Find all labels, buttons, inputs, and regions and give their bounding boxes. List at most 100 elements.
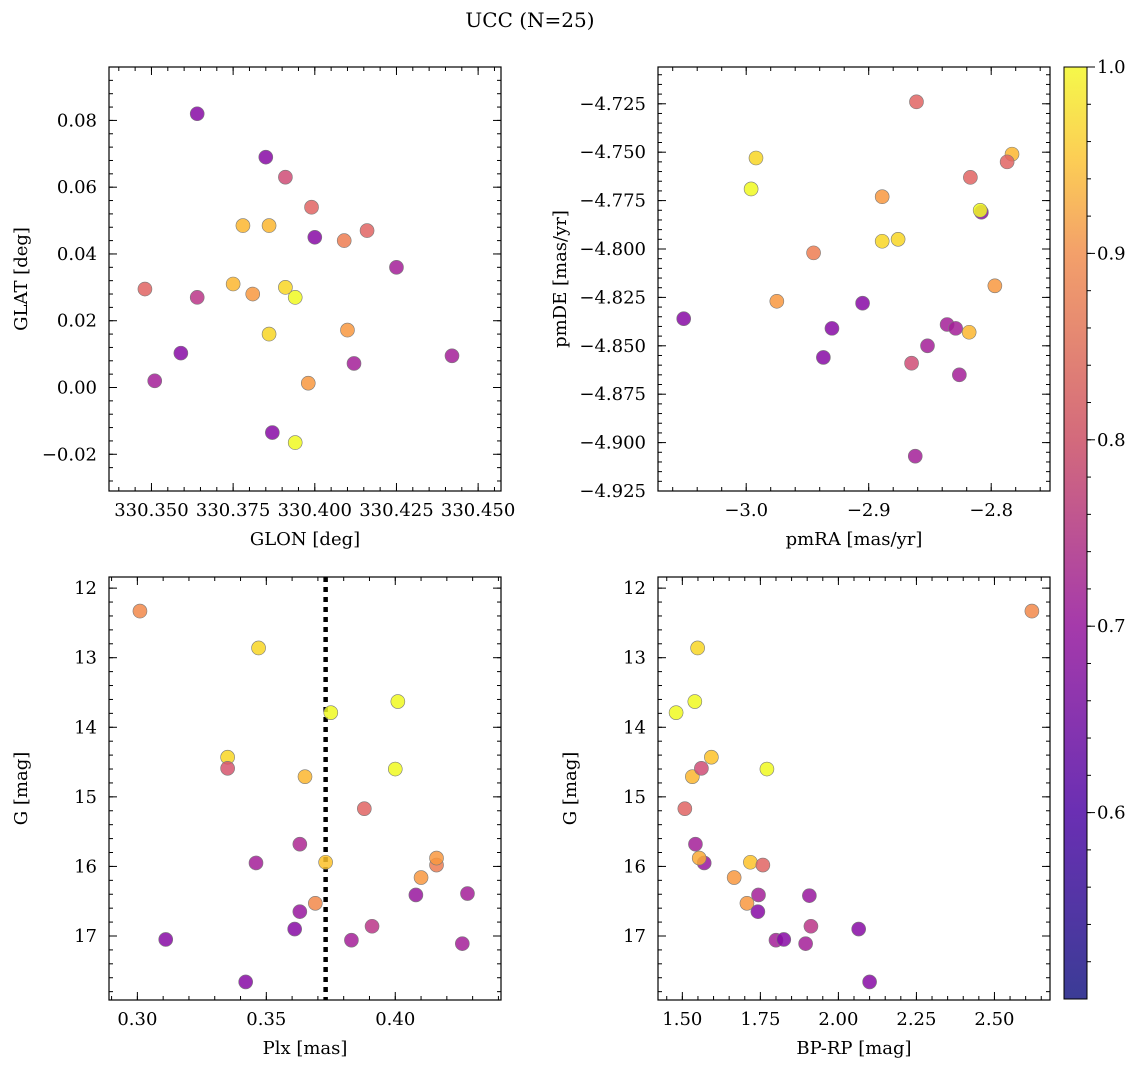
scatter-point (694, 761, 709, 776)
scatter-point (413, 870, 429, 885)
scatter-point (390, 694, 406, 709)
colorbar: 0.6 0.7 0.8 0.9 1.0 (1063, 57, 1126, 1000)
scatter-point (248, 855, 264, 871)
y-tick-label: −4.850 (579, 336, 646, 357)
scatter-point (189, 290, 205, 305)
scatter-point (759, 761, 775, 777)
y-axis-label: G [mag] (560, 752, 581, 825)
scatter-point (323, 705, 339, 720)
x-tick-label: 2.25 (896, 1009, 936, 1030)
scatter-point (225, 276, 241, 292)
scatter-point (300, 375, 316, 391)
scatter-point (1024, 603, 1040, 619)
scatter-point (874, 189, 890, 205)
y-tick-label: 17 (74, 926, 97, 947)
scatter-point (862, 974, 877, 990)
y-tick-label: −4.875 (579, 384, 646, 405)
scatter-point (816, 350, 831, 365)
x-tick-label: 0.35 (246, 1009, 286, 1030)
scatter-point (251, 640, 266, 656)
scatter-point (806, 245, 821, 261)
y-tick-label: 12 (623, 578, 646, 599)
scatter-point (189, 106, 205, 122)
scatter-point (743, 854, 758, 870)
y-tick-label: 12 (74, 578, 97, 599)
y-tick-label: 16 (74, 856, 97, 877)
scatter-point (344, 932, 359, 948)
scatter-point (265, 425, 280, 440)
scatter-point (364, 918, 380, 934)
scatter-point (750, 904, 766, 919)
scatter-point (676, 311, 692, 326)
scatter-point (297, 769, 313, 784)
scatter-point (688, 836, 703, 852)
scatter-point (147, 373, 163, 389)
scatter-point (278, 169, 293, 185)
scatter-point (948, 321, 963, 336)
scatter-point (963, 170, 978, 185)
y-tick-label: −4.725 (579, 94, 646, 115)
y-tick-label: 13 (623, 648, 646, 669)
scatter-point (460, 886, 475, 901)
colorbar-gradient (1063, 66, 1088, 1000)
scatter-point (851, 921, 866, 937)
scatter-point (340, 322, 355, 338)
y-tick-label: −4.900 (579, 433, 646, 454)
y-tick-label: −4.800 (579, 239, 646, 260)
x-tick-label: 2.00 (818, 1009, 858, 1030)
scatter-point (803, 918, 819, 934)
scatter-point (132, 603, 148, 619)
x-tick-label: 330.375 (196, 500, 270, 521)
y-tick-label: −0.02 (42, 444, 97, 465)
x-tick-label: −2.9 (847, 500, 891, 521)
scatter-point (158, 932, 174, 947)
scatter-point (874, 233, 890, 249)
scatter-point (346, 356, 362, 371)
y-tick-label: 14 (623, 717, 646, 738)
panel-4: 1.50 1.75 2.00 2.25 2.50 12 13 14 15 16 17 BP-RP [m… (560, 576, 1051, 1059)
y-tick-label: −4.925 (579, 481, 646, 502)
scatter-point (920, 338, 935, 354)
y-tick-label: 0.04 (57, 244, 97, 265)
panel-3: 0.30 0.35 0.40 12 13 14 15 16 17 Plx [mas] G [mag] (11, 576, 502, 1059)
scatter-point (444, 348, 460, 364)
axes-frame (657, 66, 1051, 492)
axes-frame (657, 576, 1051, 1001)
y-tick-label: 0.08 (57, 110, 97, 131)
y-tick-label: −4.750 (579, 142, 646, 163)
scatter-point (292, 904, 308, 919)
y-tick-label: 14 (74, 717, 97, 738)
x-tick-label: −2.8 (969, 500, 1013, 521)
colorbar-tick-label: 0.7 (1097, 616, 1126, 637)
scatter-point (909, 94, 924, 110)
figure-title: UCC (N=25) (465, 8, 594, 32)
scatter-point (235, 218, 251, 233)
colorbar-tick-label: 0.6 (1097, 803, 1126, 824)
y-tick-label: 16 (623, 856, 646, 877)
panel-2: −3.0 −2.9 −2.8 −4.925 −4.900 −4.875 −4.850 −4.8… (550, 66, 1051, 550)
scatter-point (304, 199, 319, 215)
scatter-point (726, 870, 742, 885)
y-axis-label: GLAT [deg] (11, 227, 32, 331)
x-tick-label: 330.350 (114, 500, 188, 521)
scatter-point (357, 801, 372, 816)
x-axis-label: Plx [mas] (263, 1038, 348, 1059)
scatter-point (278, 280, 293, 295)
scatter-point (952, 367, 967, 383)
scatter-point (336, 233, 352, 248)
scatter-point (318, 854, 333, 870)
scatter-point (387, 761, 403, 777)
scatter-point (455, 936, 470, 951)
scatter-point (961, 324, 977, 340)
x-tick-label: 0.40 (375, 1009, 415, 1030)
scatter-point (359, 223, 375, 238)
x-axis-label: BP-RP [mag] (796, 1038, 911, 1059)
scatter-point (776, 932, 792, 947)
x-tick-label: 330.400 (278, 500, 352, 521)
x-tick-label: 1.50 (662, 1009, 702, 1030)
colorbar-tick-label: 1.0 (1097, 57, 1126, 78)
scatter-point (855, 295, 870, 311)
axes-frame (108, 66, 502, 492)
scatter-point (677, 801, 693, 816)
panel-1: 330.350 330.375 330.400 330.425 330.450 −0.02… (11, 66, 515, 550)
